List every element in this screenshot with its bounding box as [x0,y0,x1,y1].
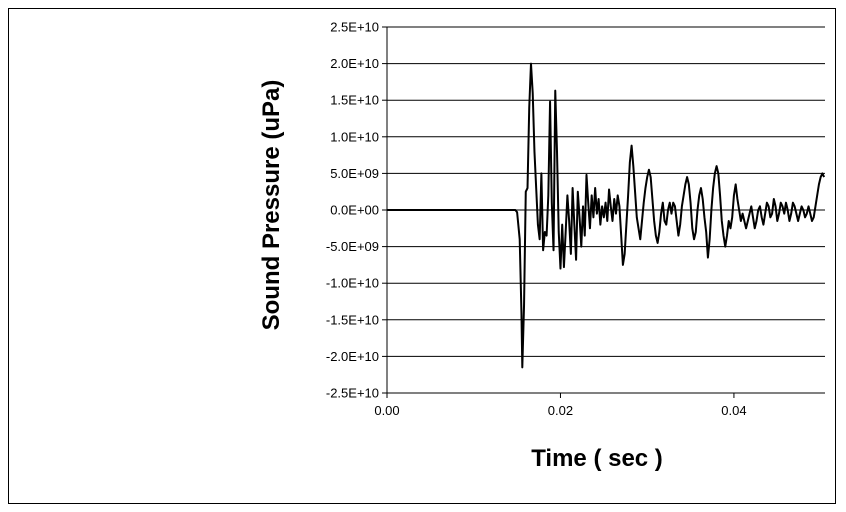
line-chart: 2.5E+10 2.0E+10 1.5E+10 1.0E+10 5.0E+09 0.0E+… [258,20,826,472]
y-tick-label: 2.0E+10 [330,56,379,71]
y-tick-label: -1.0E+10 [326,276,379,291]
y-axis-label: Sound Pressure (uPa) [258,80,285,331]
y-tick-label: 0.0E+00 [330,203,379,218]
x-axis-label: Time ( sec ) [531,445,663,472]
y-tick-label: -1.5E+10 [326,312,379,327]
chart-frame: 2.5E+10 2.0E+10 1.5E+10 1.0E+10 5.0E+09 0.0E+… [8,8,836,504]
y-tick-label: -5.0E+09 [326,239,379,254]
series-line [387,62,826,369]
y-tick-label: 1.5E+10 [330,93,379,108]
x-tick-label: 0.00 [374,403,399,418]
y-tick-label: -2.5E+10 [326,386,379,401]
y-tick-label: 1.0E+10 [330,129,379,144]
y-tick-label: 5.0E+09 [330,166,379,181]
y-tick-label: -2.0E+10 [326,349,379,364]
x-tick-labels: 0.00 0.02 0.04 [374,403,746,418]
y-tick-labels: 2.5E+10 2.0E+10 1.5E+10 1.0E+10 5.0E+09 0.0E+… [326,20,379,401]
series-lines [387,62,826,369]
x-tick-label: 0.02 [548,403,573,418]
y-tick-label: 2.5E+10 [330,20,379,35]
x-tick-label: 0.04 [721,403,746,418]
